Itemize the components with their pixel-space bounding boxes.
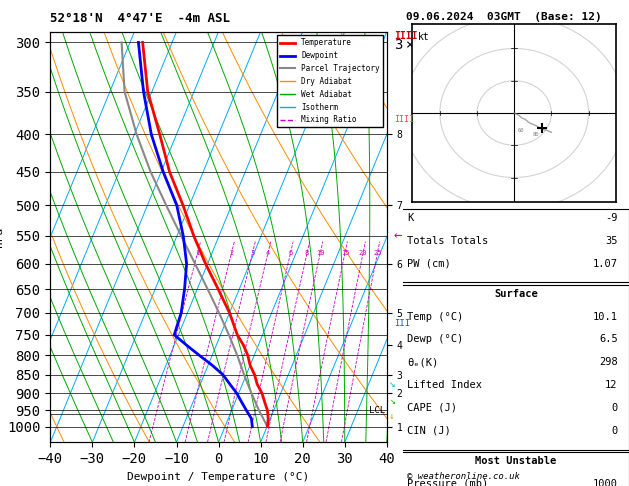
Text: 6: 6 bbox=[289, 250, 292, 256]
Text: Lifted Index: Lifted Index bbox=[407, 380, 482, 390]
Text: 4: 4 bbox=[266, 250, 270, 256]
Text: Totals Totals: Totals Totals bbox=[407, 236, 488, 246]
Text: -9: -9 bbox=[605, 213, 618, 223]
Bar bbox=[398, 452, 629, 486]
Text: K: K bbox=[407, 213, 413, 223]
Text: 2: 2 bbox=[230, 250, 234, 256]
Text: PW (cm): PW (cm) bbox=[407, 259, 451, 269]
Text: 12: 12 bbox=[605, 380, 618, 390]
Text: LCL: LCL bbox=[369, 406, 385, 415]
Legend: Temperature, Dewpoint, Parcel Trajectory, Dry Adiabat, Wet Adiabat, Isotherm, Mi: Temperature, Dewpoint, Parcel Trajectory… bbox=[277, 35, 383, 127]
Text: 09.06.2024  03GMT  (Base: 12): 09.06.2024 03GMT (Base: 12) bbox=[406, 12, 601, 22]
Text: 80: 80 bbox=[533, 132, 539, 137]
Text: 0: 0 bbox=[611, 426, 618, 436]
Text: 35: 35 bbox=[605, 236, 618, 246]
Text: 60: 60 bbox=[518, 128, 525, 133]
Text: 1.07: 1.07 bbox=[593, 259, 618, 269]
Text: 25: 25 bbox=[373, 250, 382, 256]
Text: 15: 15 bbox=[341, 250, 349, 256]
Text: ↓: ↓ bbox=[389, 411, 394, 420]
Text: Dewp (°C): Dewp (°C) bbox=[407, 334, 464, 345]
Text: θₑ(K): θₑ(K) bbox=[407, 357, 438, 367]
Text: 10.1: 10.1 bbox=[593, 312, 618, 322]
Text: III: III bbox=[394, 319, 410, 328]
Text: Most Unstable: Most Unstable bbox=[475, 456, 557, 466]
Y-axis label: km
ASL: km ASL bbox=[443, 228, 465, 246]
Text: ←: ← bbox=[394, 229, 402, 243]
Text: kt: kt bbox=[418, 33, 430, 42]
Text: 20: 20 bbox=[359, 250, 367, 256]
Text: CIN (J): CIN (J) bbox=[407, 426, 451, 436]
Bar bbox=[398, 285, 629, 450]
Text: 1000: 1000 bbox=[593, 479, 618, 486]
Text: Temp (°C): Temp (°C) bbox=[407, 312, 464, 322]
Y-axis label: hPa: hPa bbox=[0, 227, 4, 247]
Bar bbox=[398, 209, 629, 282]
Text: 1: 1 bbox=[196, 250, 200, 256]
Text: 298: 298 bbox=[599, 357, 618, 367]
X-axis label: Dewpoint / Temperature (°C): Dewpoint / Temperature (°C) bbox=[128, 471, 309, 482]
Text: 6.5: 6.5 bbox=[599, 334, 618, 345]
Text: Pressure (mb): Pressure (mb) bbox=[407, 479, 488, 486]
Text: 8: 8 bbox=[305, 250, 309, 256]
Text: 52°18'N  4°47'E  -4m ASL: 52°18'N 4°47'E -4m ASL bbox=[50, 12, 230, 25]
Text: 0: 0 bbox=[611, 403, 618, 413]
Text: CAPE (J): CAPE (J) bbox=[407, 403, 457, 413]
Text: 10: 10 bbox=[316, 250, 325, 256]
Text: ↘: ↘ bbox=[389, 379, 396, 389]
Text: IIII: IIII bbox=[394, 115, 414, 123]
Text: © weatheronline.co.uk: © weatheronline.co.uk bbox=[407, 472, 520, 481]
Text: Surface: Surface bbox=[494, 289, 538, 299]
Text: 3: 3 bbox=[250, 250, 255, 256]
Text: ↘: ↘ bbox=[389, 396, 394, 406]
Text: IIII: IIII bbox=[394, 32, 417, 41]
